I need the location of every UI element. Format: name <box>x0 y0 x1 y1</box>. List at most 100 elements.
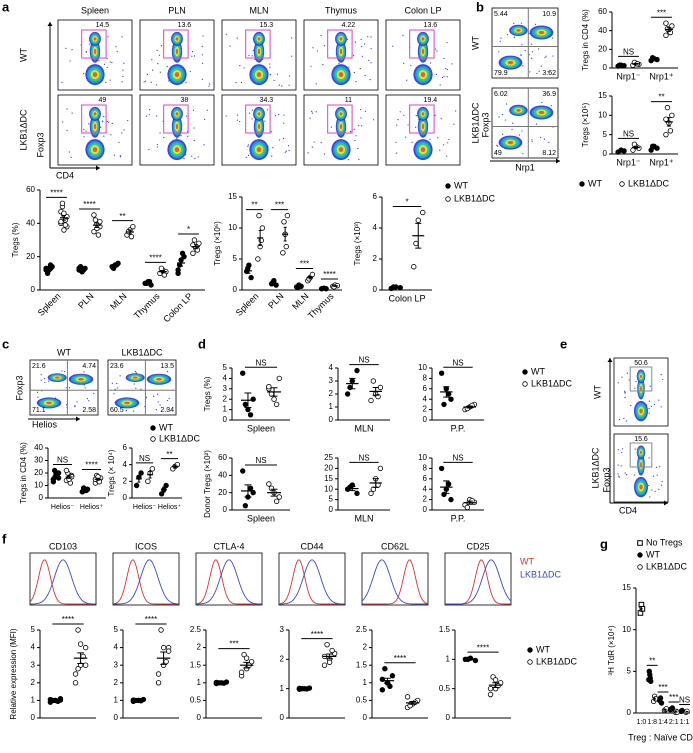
row-label: WT <box>592 385 602 399</box>
event <box>68 151 70 153</box>
x-tick-label: Thymus <box>132 291 162 321</box>
gate <box>81 104 107 134</box>
y-tick-label: 0 <box>114 713 119 722</box>
event <box>118 141 120 143</box>
y-axis-label: Relative expression (MFI) <box>9 628 18 719</box>
significance: ** <box>649 656 655 665</box>
event <box>119 375 121 377</box>
significance: NS <box>358 454 369 463</box>
event <box>361 45 363 48</box>
histogram <box>196 559 262 605</box>
point <box>149 466 156 472</box>
event <box>543 138 546 140</box>
legend-label: No Tregs <box>646 537 683 547</box>
event <box>524 49 526 52</box>
x-tick-label: Colon LP <box>388 293 425 303</box>
arrow-head <box>76 416 80 422</box>
significance: NS <box>255 358 266 367</box>
event <box>531 139 533 141</box>
y-tick-label: 0 <box>223 415 228 424</box>
event <box>624 397 626 399</box>
point <box>415 217 421 223</box>
point <box>155 671 162 677</box>
event <box>272 147 274 149</box>
error-bar <box>283 226 287 242</box>
event <box>123 129 125 131</box>
event <box>309 117 311 119</box>
error-bar <box>633 62 638 65</box>
error-bar <box>649 675 651 680</box>
x-tick-label: Helios⁺ <box>80 504 103 511</box>
point <box>412 699 418 705</box>
event <box>225 115 227 117</box>
event <box>235 81 237 84</box>
event <box>540 136 542 139</box>
y-tick-label: 1 <box>446 654 451 663</box>
event <box>109 79 111 81</box>
event <box>364 43 366 45</box>
error-bar <box>681 710 683 712</box>
event <box>145 396 147 398</box>
y-tick-label: 4 <box>31 643 36 652</box>
legend-label: LKB1ΔDC <box>628 178 670 188</box>
event <box>315 83 317 85</box>
quadrant-value: 8.12 <box>542 150 556 157</box>
event <box>168 80 170 82</box>
flow-plot <box>491 87 559 159</box>
event <box>429 138 431 140</box>
event <box>307 152 309 154</box>
significance: NS <box>139 454 150 463</box>
point <box>155 680 162 686</box>
event <box>251 109 253 111</box>
y-tick-label: 5 <box>233 254 238 263</box>
event <box>658 399 660 401</box>
y-axis-label: Tregs (%) <box>11 222 20 257</box>
event <box>628 379 630 381</box>
y-tick-label: 4 <box>123 460 128 469</box>
y-tick-label: 1 <box>223 405 228 414</box>
point <box>354 490 360 497</box>
event <box>346 38 349 40</box>
event <box>357 147 359 150</box>
point <box>243 655 250 661</box>
histogram <box>29 559 96 605</box>
y-tick-label: 20 <box>218 488 227 497</box>
event <box>649 385 651 387</box>
quadrant-value: 6.02 <box>494 91 508 98</box>
event <box>163 136 165 139</box>
event <box>71 112 73 114</box>
event <box>285 150 288 152</box>
quadrant-value: 3.62 <box>542 70 556 77</box>
event <box>194 158 196 160</box>
event <box>201 54 203 56</box>
event <box>135 372 137 374</box>
event <box>152 69 154 71</box>
significance: **** <box>477 643 489 652</box>
panel-label: d <box>198 336 206 351</box>
marker-title: CD62L <box>381 541 409 551</box>
point <box>268 485 275 492</box>
event <box>650 405 652 408</box>
event <box>98 60 100 62</box>
event <box>538 48 540 50</box>
point <box>487 691 494 698</box>
event <box>271 155 273 157</box>
y-tick-label: 60 <box>598 7 607 16</box>
gate-value: 15.3 <box>260 22 274 29</box>
point <box>663 20 669 26</box>
error-bar <box>244 392 252 409</box>
density <box>420 147 426 153</box>
error-bar <box>127 229 132 235</box>
significance: NS <box>623 48 634 57</box>
histogram <box>30 559 96 605</box>
y-tick-label: 0.5 <box>439 684 451 693</box>
gate <box>245 29 271 59</box>
density <box>421 48 425 55</box>
event <box>541 101 543 104</box>
event <box>183 158 185 160</box>
event <box>71 49 73 51</box>
event <box>132 410 135 412</box>
event <box>648 400 650 402</box>
point <box>150 425 156 431</box>
